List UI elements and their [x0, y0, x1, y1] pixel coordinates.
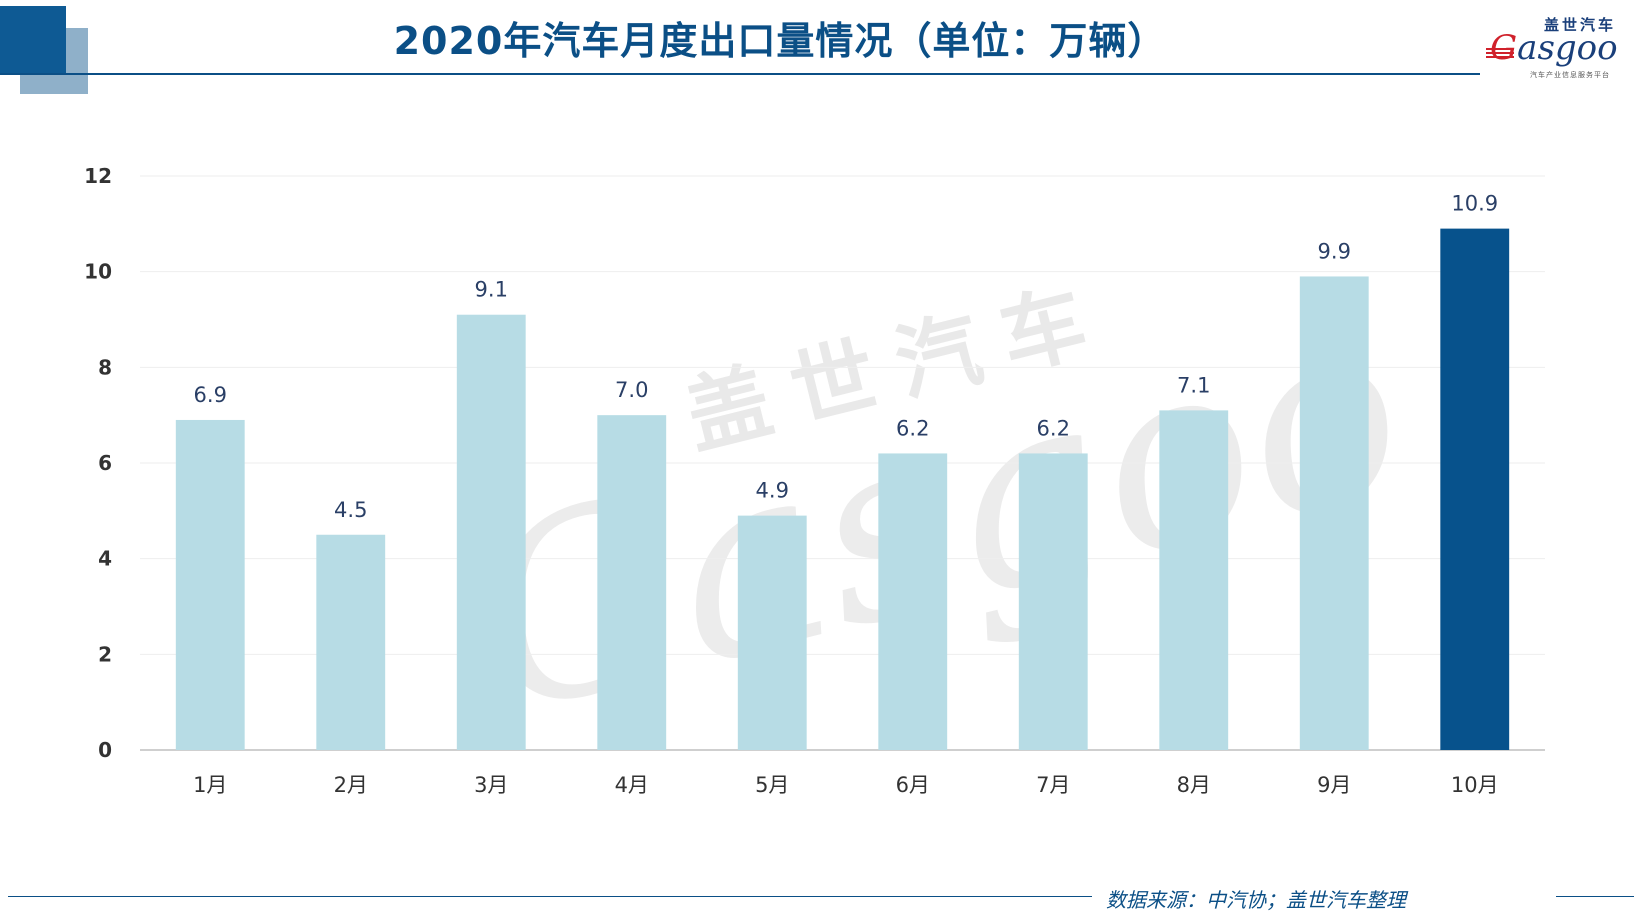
data-label: 6.2 — [1037, 416, 1070, 440]
bar — [1440, 228, 1510, 750]
gasgoo-logo: 盖世汽车 Gasgoo 汽车产业信息服务平台 — [1486, 14, 1636, 80]
data-label: 10.9 — [1451, 192, 1498, 216]
y-tick-label: 10 — [84, 260, 112, 284]
logo-subtitle: 汽车产业信息服务平台 — [1530, 71, 1610, 79]
y-tick-label: 4 — [98, 547, 112, 571]
y-tick-label: 12 — [84, 164, 112, 188]
page-title: 2020年汽车月度出口量情况（单位：万辆） — [393, 19, 1167, 63]
data-label: 6.9 — [194, 383, 227, 407]
bar — [1018, 453, 1088, 750]
bar — [878, 453, 948, 750]
bar — [175, 419, 245, 750]
x-tick-label: 8月 — [1177, 773, 1211, 797]
logo-en-text: Gasgoo — [1490, 28, 1618, 68]
data-source: 数据来源：中汽协；盖世汽车整理 — [1106, 888, 1406, 912]
logo-stripes-icon — [1486, 48, 1514, 60]
bar — [316, 534, 386, 750]
x-tick-label: 3月 — [474, 773, 508, 797]
bar — [1159, 410, 1229, 750]
title-divider — [0, 73, 1480, 75]
data-label: 6.2 — [896, 416, 929, 440]
x-tick-label: 4月 — [615, 773, 649, 797]
x-tick-label: 5月 — [755, 773, 789, 797]
data-label: 7.1 — [1177, 373, 1210, 397]
y-tick-label: 8 — [98, 355, 112, 379]
y-tick-label: 6 — [98, 451, 112, 475]
y-tick-label: 2 — [98, 642, 112, 666]
data-label: 4.9 — [756, 479, 789, 503]
logo-cn-text: 盖世汽车 — [1544, 16, 1617, 34]
data-label: 7.0 — [615, 378, 648, 402]
data-label: 9.1 — [475, 278, 508, 302]
bar — [1299, 276, 1369, 750]
x-tick-label: 7月 — [1036, 773, 1070, 797]
x-tick-label: 1月 — [193, 773, 227, 797]
bar — [456, 314, 526, 750]
bar — [737, 515, 807, 750]
y-tick-label: 0 — [98, 738, 112, 762]
x-tick-label: 10月 — [1451, 773, 1499, 797]
x-tick-label: 6月 — [896, 773, 930, 797]
data-label: 4.5 — [334, 498, 367, 522]
data-label: 9.9 — [1318, 239, 1351, 263]
bar — [597, 415, 667, 750]
header-accent-dark — [0, 6, 66, 74]
x-tick-label: 2月 — [334, 773, 368, 797]
footer-divider-right — [1556, 896, 1634, 897]
x-tick-label: 9月 — [1317, 773, 1351, 797]
footer-divider-left — [8, 896, 1092, 897]
